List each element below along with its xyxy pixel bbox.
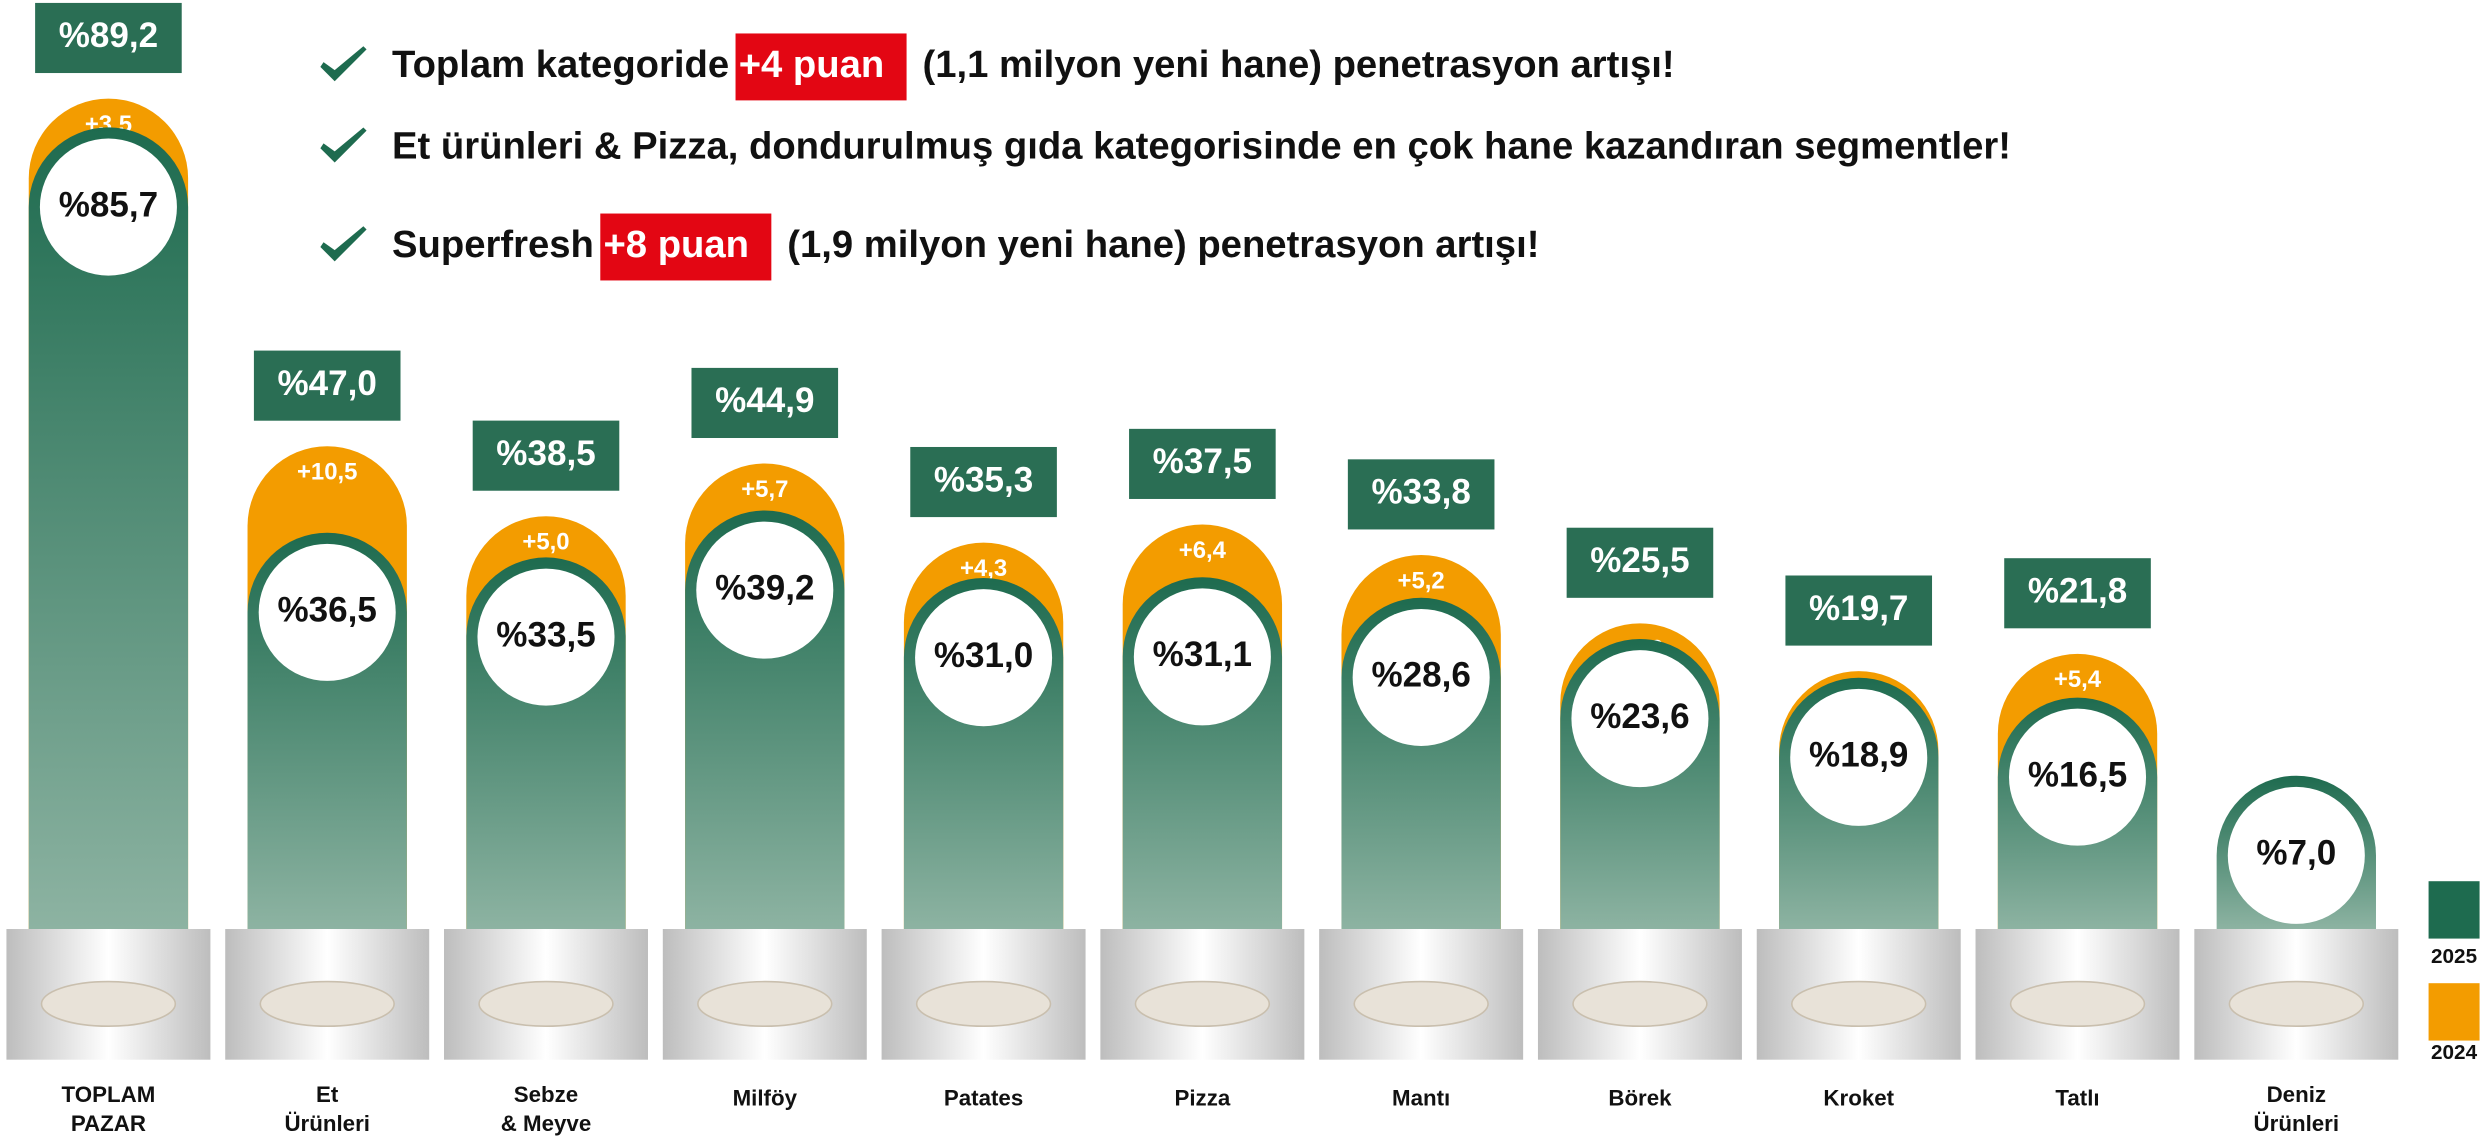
value-box (472, 420, 620, 491)
value-circle (1571, 650, 1709, 788)
value-label-2024: %36,5 (278, 591, 377, 630)
headline-highlight: +4 puan (739, 43, 885, 86)
highlight-box (735, 33, 907, 101)
value-circle (258, 543, 396, 681)
value-label-2024: %33,5 (496, 615, 595, 654)
value-label-2025: %38,5 (496, 434, 595, 473)
change-label: +5,0 (522, 529, 569, 556)
value-label-2025: %44,9 (715, 381, 814, 420)
value-circle (696, 521, 834, 659)
change-label: +6,4 (1179, 537, 1227, 564)
category-label: Patates (944, 1085, 1023, 1110)
change-label: +4,3 (960, 555, 1007, 582)
bar-2024 (28, 127, 189, 930)
value-label-2025: %37,5 (1153, 442, 1252, 481)
headline-text: Toplam kategoride (392, 43, 729, 86)
category-label: Sebze (514, 1082, 578, 1107)
value-circle (2009, 708, 2147, 846)
value-label-2024: %85,7 (59, 185, 158, 224)
value-box (1785, 575, 1933, 646)
category-label: Tatlı (2055, 1085, 2099, 1110)
value-box (2004, 558, 2151, 629)
category-label: Deniz (2267, 1082, 2326, 1107)
category-label: & Meyve (501, 1111, 591, 1136)
value-circle (477, 568, 615, 706)
value-label-2025: %33,8 (1371, 473, 1470, 512)
highlight-box (600, 213, 772, 281)
headline-text: Et ürünleri & Pizza, dondurulmuş gıda ka… (392, 124, 2011, 167)
category-label: Et (316, 1082, 339, 1107)
plate (2009, 980, 2146, 1028)
plate (478, 980, 614, 1028)
value-label-2024: %31,1 (1153, 635, 1252, 674)
category-label: Ürünleri (2254, 1111, 2340, 1136)
value-box (35, 2, 182, 74)
category-label: Milföy (733, 1085, 798, 1110)
value-box (1129, 428, 1276, 499)
change-label: +5,2 (1398, 567, 1445, 594)
value-circle (915, 589, 1053, 727)
value-box (1566, 527, 1714, 598)
value-label-2025: %25,5 (1590, 541, 1689, 580)
value-circle (1790, 688, 1928, 826)
value-circle (2227, 786, 2365, 924)
legend-swatch (2428, 881, 2480, 939)
value-box (1347, 459, 1495, 530)
value-circle (1133, 588, 1271, 726)
headline-highlight: +8 puan (603, 223, 749, 266)
category-label: Börek (1608, 1085, 1672, 1110)
value-circle (39, 138, 177, 276)
value-box (910, 446, 1057, 518)
headline-text: (1,9 milyon yeni hane) penetrasyon artış… (787, 223, 1539, 266)
category-label: Pizza (1174, 1085, 1230, 1110)
value-label-2024: %31,0 (934, 636, 1033, 675)
headline-text: Superfresh (392, 223, 594, 266)
value-label-2024: %39,2 (715, 568, 814, 607)
plate (1791, 980, 1927, 1028)
legend-swatch (2428, 983, 2480, 1041)
plate (2228, 980, 2365, 1028)
plate (1134, 980, 1271, 1028)
headline-text: (1,1 milyon yeni hane) penetrasyon artış… (923, 43, 1675, 86)
value-label-2025: %21,8 (2028, 572, 2127, 611)
plate (1572, 980, 1708, 1028)
plate (915, 980, 1052, 1028)
change-label: +5,4 (2054, 666, 2102, 693)
check-icon (320, 226, 367, 262)
change-label: +5,7 (741, 476, 788, 503)
value-label-2024: %28,6 (1371, 656, 1470, 695)
value-label-2024: %23,6 (1590, 697, 1689, 736)
value-label-2025: %19,7 (1809, 589, 1908, 628)
change-label: +10,5 (297, 459, 357, 486)
category-label: Mantı (1392, 1085, 1450, 1110)
plate (259, 980, 395, 1028)
value-box (691, 367, 839, 439)
category-label: Ürünleri (284, 1111, 370, 1136)
value-box (253, 350, 401, 421)
value-label-2025: %35,3 (934, 460, 1033, 499)
value-label-2024: %18,9 (1809, 736, 1908, 775)
legend-label: 2024 (2431, 1041, 2478, 1064)
category-label: PAZAR (71, 1111, 146, 1136)
value-label-2024: %7,0 (2256, 834, 2336, 873)
value-label-2024: %16,5 (2028, 755, 2127, 794)
check-icon (320, 127, 367, 163)
check-icon (320, 46, 367, 82)
plate (1353, 980, 1489, 1028)
value-label-2025: %89,2 (59, 16, 158, 55)
value-label-2025: %47,0 (278, 364, 377, 403)
category-label: TOPLAM (62, 1082, 156, 1107)
value-circle (1352, 608, 1490, 746)
category-label: Kroket (1823, 1085, 1894, 1110)
plate (40, 980, 177, 1028)
legend-label: 2025 (2431, 945, 2477, 968)
plate (697, 980, 833, 1028)
